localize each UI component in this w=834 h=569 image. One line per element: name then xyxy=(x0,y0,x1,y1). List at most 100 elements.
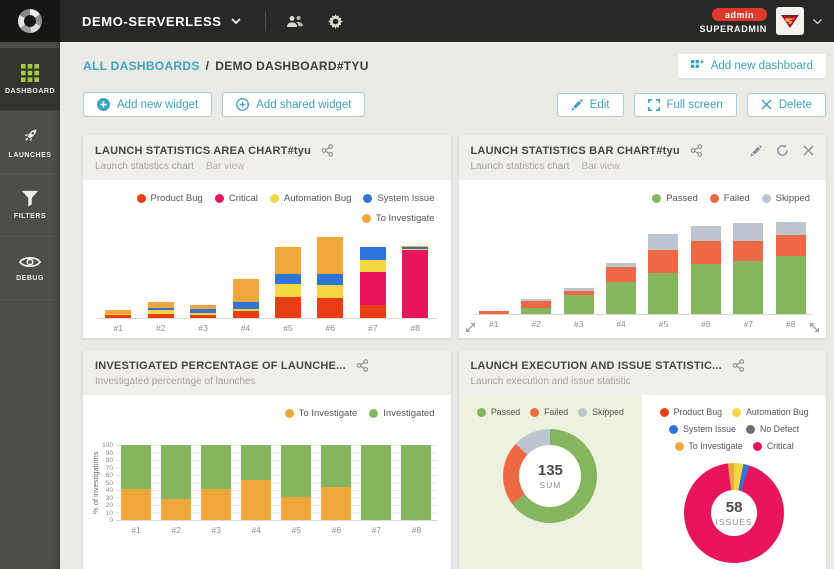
project-selector[interactable]: DEMO-SERVERLESS xyxy=(82,14,241,29)
bar-#4[interactable] xyxy=(241,445,272,520)
full-screen-label: Full screen xyxy=(666,98,723,111)
widget-body-split: Passed Failed Skipped 135 SUM xyxy=(458,395,826,569)
bar-segment xyxy=(521,299,552,301)
bar-#7[interactable] xyxy=(733,219,764,314)
execution-donut-chart[interactable]: 135 SUM xyxy=(503,429,598,523)
bar-segment xyxy=(201,445,232,490)
sidebar-item-filters[interactable]: FILTERS xyxy=(0,174,60,237)
breadcrumb-all-dashboards-link[interactable]: ALL DASHBOARDS xyxy=(83,59,200,73)
legend-label: Failed xyxy=(723,193,750,204)
bar-segment xyxy=(521,300,552,309)
y-tick-label: 90 xyxy=(105,449,113,457)
sidebar-item-launches[interactable]: LAUNCHES xyxy=(0,111,60,174)
bar-segment xyxy=(563,295,594,314)
add-new-dashboard-button[interactable]: Add new dashboard xyxy=(677,54,826,78)
legend-item[interactable]: Product Bug xyxy=(659,407,722,417)
add-shared-widget-button[interactable]: Add shared widget xyxy=(222,92,366,117)
share-icon[interactable] xyxy=(321,144,334,157)
bar-#2[interactable] xyxy=(521,219,552,314)
legend-item[interactable]: Skipped xyxy=(761,193,810,204)
widget-view-mode: Bar view xyxy=(581,161,620,172)
app-logo[interactable] xyxy=(0,0,60,42)
delete-button[interactable]: Delete xyxy=(746,92,826,117)
issues-donut-chart[interactable]: 58 ISSUES xyxy=(684,463,785,563)
x-tick-label: #4 xyxy=(616,319,626,329)
bar-#1[interactable] xyxy=(121,445,152,520)
resize-handle-se[interactable] xyxy=(808,321,821,334)
y-tick-label: 20 xyxy=(105,502,113,509)
refresh-widget-icon[interactable] xyxy=(776,144,789,157)
donut-hole xyxy=(711,490,758,536)
legend-label: Automation Bug xyxy=(746,407,809,417)
legend-item[interactable]: Automation Bug xyxy=(732,407,809,417)
bar-#5[interactable] xyxy=(281,445,312,520)
bar-#7[interactable] xyxy=(359,233,386,318)
bar-#5[interactable] xyxy=(648,219,679,314)
x-tick-label: #5 xyxy=(291,525,302,535)
legend-dot-icon xyxy=(361,214,371,223)
sidebar-item-debug[interactable]: DEBUG xyxy=(0,237,60,300)
legend-dot-icon xyxy=(363,194,373,203)
sidebar-item-dashboard[interactable]: DASHBOARD xyxy=(0,48,60,111)
bar-#8[interactable] xyxy=(775,219,806,314)
bar-segment xyxy=(690,226,721,241)
share-icon[interactable] xyxy=(356,359,369,372)
legend-item[interactable]: System Issue xyxy=(363,193,435,204)
legend-item[interactable]: System Issue xyxy=(669,424,736,434)
settings-button[interactable] xyxy=(327,13,343,29)
legend-item[interactable]: Failed xyxy=(530,407,568,417)
bar-segment xyxy=(321,487,352,520)
bar-#4[interactable] xyxy=(606,219,637,314)
legend-item[interactable]: Product Bug xyxy=(136,193,203,204)
bar-segment xyxy=(201,489,232,520)
grid-icon xyxy=(21,63,39,82)
legend-item[interactable]: Passed xyxy=(652,193,698,204)
full-screen-button[interactable]: Full screen xyxy=(633,92,737,117)
bar-#5[interactable] xyxy=(274,233,301,318)
edit-widget-icon[interactable] xyxy=(750,144,762,157)
edit-button[interactable]: Edit xyxy=(556,92,624,117)
bar-#1[interactable] xyxy=(478,219,509,314)
gear-icon xyxy=(327,13,343,29)
legend-item[interactable]: To Investigate xyxy=(674,441,743,451)
resize-handle-sw[interactable] xyxy=(464,321,477,334)
bar-#1[interactable] xyxy=(105,233,132,318)
legend-item[interactable]: Failed xyxy=(709,193,750,204)
bar-#3[interactable] xyxy=(563,219,594,314)
bar-#6[interactable] xyxy=(321,445,352,520)
legend-item[interactable]: To Investigate xyxy=(361,213,435,224)
legend-item[interactable]: Skipped xyxy=(578,407,624,417)
bar-segment xyxy=(563,287,594,291)
bar-#2[interactable] xyxy=(147,233,174,318)
legend-item[interactable]: No Defect xyxy=(745,424,799,434)
avatar[interactable] xyxy=(776,7,804,35)
legend-dot-icon xyxy=(369,409,379,418)
bar-segment xyxy=(402,247,429,249)
legend-item[interactable]: Passed xyxy=(476,407,520,417)
legend-dot-icon xyxy=(136,194,146,203)
x-axis-labels: #1 #2 #3 #4 #5 #6 #7 #8 xyxy=(116,521,437,535)
bar-#6[interactable] xyxy=(690,219,721,314)
bar-#4[interactable] xyxy=(232,233,259,318)
legend-item[interactable]: Critical xyxy=(214,193,258,204)
bar-#6[interactable] xyxy=(317,233,344,318)
legend-item[interactable]: Investigated xyxy=(369,408,435,419)
legend-item[interactable]: To Investigate xyxy=(284,408,357,419)
share-icon[interactable] xyxy=(690,144,703,157)
bar-#3[interactable] xyxy=(190,233,217,318)
members-button[interactable] xyxy=(286,15,304,28)
bar-#8[interactable] xyxy=(401,445,432,520)
close-widget-icon[interactable] xyxy=(803,145,814,156)
add-new-widget-button[interactable]: Add new widget xyxy=(83,92,213,117)
bar-#2[interactable] xyxy=(161,445,192,520)
legend-item[interactable]: Automation Bug xyxy=(269,193,351,204)
user-menu[interactable]: admin SUPERADMIN xyxy=(699,7,834,35)
bar-#7[interactable] xyxy=(361,445,392,520)
share-icon[interactable] xyxy=(732,359,745,372)
bar-segment xyxy=(606,262,637,268)
legend-dot-icon xyxy=(732,407,742,417)
bar-segment xyxy=(359,304,386,318)
bar-#3[interactable] xyxy=(201,445,232,520)
legend-item[interactable]: Critical xyxy=(752,441,794,451)
bar-#8[interactable] xyxy=(402,233,429,318)
